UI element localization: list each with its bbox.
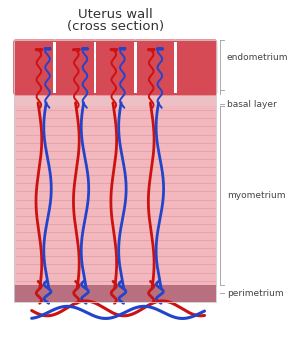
Text: (cross section): (cross section) (67, 20, 164, 33)
Bar (14, 94, 216, 106)
FancyBboxPatch shape (175, 39, 217, 95)
Bar (14, 285, 216, 302)
Bar (174, 42, 177, 93)
Bar (94, 42, 97, 93)
Text: Uterus wall: Uterus wall (78, 8, 153, 22)
Bar (14, 40, 216, 302)
FancyBboxPatch shape (54, 39, 96, 95)
Bar (14, 40, 216, 94)
Text: perimetrium: perimetrium (227, 289, 283, 298)
Bar (14, 106, 216, 285)
FancyBboxPatch shape (13, 39, 56, 95)
Bar (134, 42, 137, 93)
FancyBboxPatch shape (134, 39, 177, 95)
Text: endometrium: endometrium (227, 53, 288, 62)
Text: basal layer: basal layer (227, 100, 276, 109)
Text: myometrium: myometrium (227, 191, 285, 200)
Bar (53, 42, 56, 93)
FancyBboxPatch shape (94, 39, 136, 95)
